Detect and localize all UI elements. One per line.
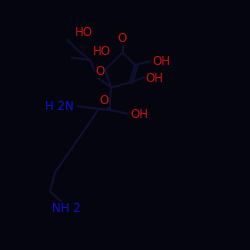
- Text: NH 2: NH 2: [52, 202, 80, 215]
- Text: OH: OH: [130, 108, 148, 121]
- Text: OH: OH: [152, 55, 170, 68]
- Text: HO: HO: [75, 26, 93, 39]
- Text: HO: HO: [92, 45, 110, 58]
- Text: O: O: [118, 32, 127, 44]
- Text: OH: OH: [146, 72, 164, 85]
- Text: O: O: [96, 65, 104, 78]
- Text: O: O: [99, 94, 108, 106]
- Text: H 2N: H 2N: [45, 100, 74, 113]
